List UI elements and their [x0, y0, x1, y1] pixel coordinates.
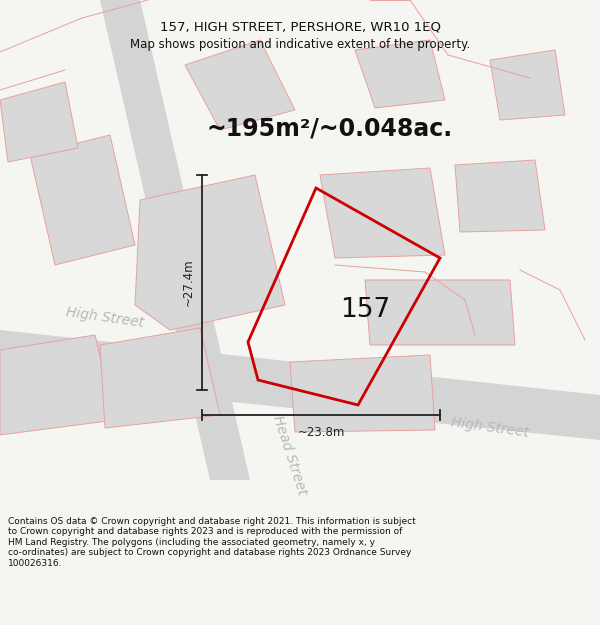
Text: 157, HIGH STREET, PERSHORE, WR10 1EQ: 157, HIGH STREET, PERSHORE, WR10 1EQ [160, 20, 440, 33]
Text: Map shows position and indicative extent of the property.: Map shows position and indicative extent… [130, 38, 470, 51]
Text: ~27.4m: ~27.4m [182, 259, 194, 306]
Text: ~23.8m: ~23.8m [298, 426, 344, 439]
Polygon shape [0, 335, 115, 435]
Polygon shape [320, 168, 445, 258]
Polygon shape [490, 50, 565, 120]
Polygon shape [365, 280, 515, 345]
Polygon shape [290, 355, 435, 432]
Polygon shape [455, 160, 545, 232]
Polygon shape [135, 175, 285, 330]
Polygon shape [30, 135, 135, 265]
Text: ~195m²/~0.048ac.: ~195m²/~0.048ac. [207, 116, 453, 140]
Polygon shape [355, 40, 445, 108]
Polygon shape [100, 0, 250, 480]
Text: Head Street: Head Street [271, 413, 310, 497]
Polygon shape [0, 82, 78, 162]
Polygon shape [100, 328, 220, 428]
Text: High Street: High Street [450, 416, 530, 441]
Text: Contains OS data © Crown copyright and database right 2021. This information is : Contains OS data © Crown copyright and d… [8, 517, 416, 568]
Polygon shape [0, 330, 600, 440]
Text: 157: 157 [340, 297, 390, 323]
Text: High Street: High Street [65, 306, 145, 331]
Polygon shape [185, 40, 295, 130]
